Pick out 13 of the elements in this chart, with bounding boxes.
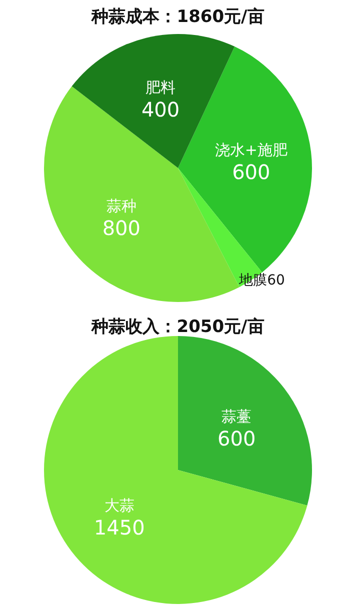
slice-label: 浇水+施肥 (214, 141, 288, 160)
data-label: 600 (232, 160, 270, 184)
data-label: 60 (267, 272, 285, 288)
data-label: 600 (218, 426, 256, 450)
data-label: 800 (102, 216, 141, 240)
chart-title: 种蒜收入：2050元/亩 (90, 317, 264, 337)
slice-label: 蒜薹 (222, 407, 252, 426)
slice-label: 肥料 (146, 78, 176, 96)
slice-label: 大蒜 (104, 496, 134, 515)
slice-label: 蒜种 (106, 197, 136, 216)
data-label: 1450 (94, 516, 145, 540)
chart-title: 种蒜成本：1860元/亩 (90, 7, 264, 27)
data-label: 400 (141, 97, 180, 122)
